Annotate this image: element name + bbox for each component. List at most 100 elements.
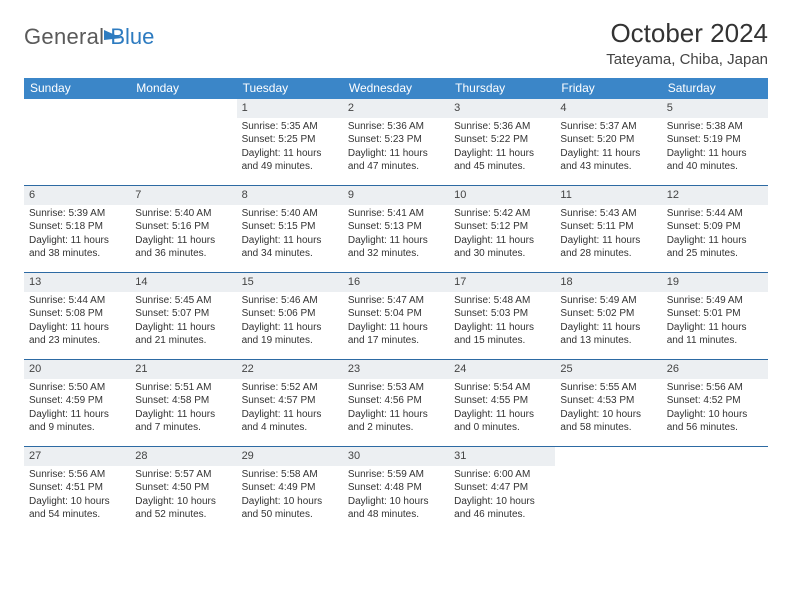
daylight-line: Daylight: 11 hours and 4 minutes. — [242, 408, 338, 435]
sunset-line: Sunset: 5:19 PM — [667, 133, 763, 147]
calendar-cell: 7Sunrise: 5:40 AMSunset: 5:16 PMDaylight… — [130, 186, 236, 272]
calendar-cell: 13Sunrise: 5:44 AMSunset: 5:08 PMDayligh… — [24, 273, 130, 359]
sunrise-line: Sunrise: 5:47 AM — [348, 294, 444, 308]
sunset-line: Sunset: 4:58 PM — [135, 394, 231, 408]
daylight-line: Daylight: 10 hours and 54 minutes. — [29, 495, 125, 522]
sunset-line: Sunset: 4:51 PM — [29, 481, 125, 495]
sunset-line: Sunset: 5:18 PM — [29, 220, 125, 234]
daylight-line: Daylight: 11 hours and 30 minutes. — [454, 234, 550, 261]
sunset-line: Sunset: 5:11 PM — [560, 220, 656, 234]
sunrise-line: Sunrise: 5:55 AM — [560, 381, 656, 395]
day-number: 27 — [24, 447, 130, 466]
sunrise-line: Sunrise: 5:59 AM — [348, 468, 444, 482]
daylight-line: Daylight: 11 hours and 49 minutes. — [242, 147, 338, 174]
sunrise-line: Sunrise: 5:50 AM — [29, 381, 125, 395]
daylight-line: Daylight: 11 hours and 0 minutes. — [454, 408, 550, 435]
calendar-week-row: 27Sunrise: 5:56 AMSunset: 4:51 PMDayligh… — [24, 447, 768, 533]
calendar-cell: 11Sunrise: 5:43 AMSunset: 5:11 PMDayligh… — [555, 186, 661, 272]
weekday-wednesday: Wednesday — [343, 78, 449, 99]
sunrise-line: Sunrise: 5:36 AM — [348, 120, 444, 134]
calendar-cell: 9Sunrise: 5:41 AMSunset: 5:13 PMDaylight… — [343, 186, 449, 272]
daylight-line: Daylight: 11 hours and 45 minutes. — [454, 147, 550, 174]
calendar-cell: 10Sunrise: 5:42 AMSunset: 5:12 PMDayligh… — [449, 186, 555, 272]
calendar-cell: 23Sunrise: 5:53 AMSunset: 4:56 PMDayligh… — [343, 360, 449, 446]
weekday-monday: Monday — [130, 78, 236, 99]
day-number: 3 — [449, 99, 555, 118]
sunrise-line: Sunrise: 5:46 AM — [242, 294, 338, 308]
daylight-line: Daylight: 10 hours and 46 minutes. — [454, 495, 550, 522]
sunrise-line: Sunrise: 5:49 AM — [560, 294, 656, 308]
sunrise-line: Sunrise: 5:37 AM — [560, 120, 656, 134]
calendar-cell: 27 Sunrise: 5:56 AMSunset: 4:51 PMDayligh… — [24, 447, 130, 533]
calendar-cell: 29Sunrise: 5:58 AMSunset: 4:49 PMDayligh… — [237, 447, 343, 533]
day-number: 5 — [662, 99, 768, 118]
sunrise-line: Sunrise: 5:54 AM — [454, 381, 550, 395]
sunset-line: Sunset: 4:57 PM — [242, 394, 338, 408]
daylight-line: Daylight: 11 hours and 7 minutes. — [135, 408, 231, 435]
calendar-cell: 4Sunrise: 5:37 AMSunset: 5:20 PMDaylight… — [555, 99, 661, 185]
sunset-line: Sunset: 4:56 PM — [348, 394, 444, 408]
sunset-line: Sunset: 4:48 PM — [348, 481, 444, 495]
daylight-line: Daylight: 11 hours and 40 minutes. — [667, 147, 763, 174]
calendar-cell: 19Sunrise: 5:49 AMSunset: 5:01 PMDayligh… — [662, 273, 768, 359]
sunset-line: Sunset: 5:25 PM — [242, 133, 338, 147]
sunrise-line: Sunrise: 5:35 AM — [242, 120, 338, 134]
calendar: Sunday Monday Tuesday Wednesday Thursday… — [24, 78, 768, 533]
calendar-cell: 12Sunrise: 5:44 AMSunset: 5:09 PMDayligh… — [662, 186, 768, 272]
daylight-line: Daylight: 10 hours and 48 minutes. — [348, 495, 444, 522]
sunrise-line: Sunrise: 5:45 AM — [135, 294, 231, 308]
sunset-line: Sunset: 4:55 PM — [454, 394, 550, 408]
location-subtitle: Tateyama, Chiba, Japan — [606, 51, 768, 68]
sunset-line: Sunset: 5:06 PM — [242, 307, 338, 321]
daylight-line: Daylight: 10 hours and 56 minutes. — [667, 408, 763, 435]
sunrise-line: Sunrise: 5:56 AM — [29, 468, 125, 482]
sunset-line: Sunset: 5:22 PM — [454, 133, 550, 147]
calendar-cell: 18Sunrise: 5:49 AMSunset: 5:02 PMDayligh… — [555, 273, 661, 359]
day-number: 22 — [237, 360, 343, 379]
daylight-line: Daylight: 11 hours and 11 minutes. — [667, 321, 763, 348]
brand-triangle-icon — [104, 28, 122, 40]
sunset-line: Sunset: 4:52 PM — [667, 394, 763, 408]
calendar-body: 1Sunrise: 5:35 AMSunset: 5:25 PMDaylight… — [24, 99, 768, 533]
day-number: 14 — [130, 273, 236, 292]
calendar-cell: 24Sunrise: 5:54 AMSunset: 4:55 PMDayligh… — [449, 360, 555, 446]
day-number: 15 — [237, 273, 343, 292]
day-number: 25 — [555, 360, 661, 379]
daylight-line: Daylight: 11 hours and 32 minutes. — [348, 234, 444, 261]
daylight-line: Daylight: 11 hours and 2 minutes. — [348, 408, 444, 435]
sunrise-line: Sunrise: 5:53 AM — [348, 381, 444, 395]
month-title: October 2024 — [606, 18, 768, 49]
calendar-cell: 22Sunrise: 5:52 AMSunset: 4:57 PMDayligh… — [237, 360, 343, 446]
sunrise-line: Sunrise: 5:40 AM — [242, 207, 338, 221]
day-number: 20 — [24, 360, 130, 379]
calendar-cell: 3Sunrise: 5:36 AMSunset: 5:22 PMDaylight… — [449, 99, 555, 185]
sunset-line: Sunset: 4:49 PM — [242, 481, 338, 495]
weekday-header-row: Sunday Monday Tuesday Wednesday Thursday… — [24, 78, 768, 99]
day-number: 21 — [130, 360, 236, 379]
day-number: 16 — [343, 273, 449, 292]
calendar-cell: 8Sunrise: 5:40 AMSunset: 5:15 PMDaylight… — [237, 186, 343, 272]
calendar-week-row: 1Sunrise: 5:35 AMSunset: 5:25 PMDaylight… — [24, 99, 768, 186]
sunrise-line: Sunrise: 5:58 AM — [242, 468, 338, 482]
daylight-line: Daylight: 11 hours and 15 minutes. — [454, 321, 550, 348]
brand-part1: General — [24, 24, 104, 50]
calendar-cell: 2Sunrise: 5:36 AMSunset: 5:23 PMDaylight… — [343, 99, 449, 185]
daylight-line: Daylight: 11 hours and 13 minutes. — [560, 321, 656, 348]
day-number: 30 — [343, 447, 449, 466]
sunset-line: Sunset: 4:47 PM — [454, 481, 550, 495]
day-number: 18 — [555, 273, 661, 292]
sunrise-line: Sunrise: 5:49 AM — [667, 294, 763, 308]
calendar-cell: 26Sunrise: 5:56 AMSunset: 4:52 PMDayligh… — [662, 360, 768, 446]
sunset-line: Sunset: 5:15 PM — [242, 220, 338, 234]
weekday-sunday: Sunday — [24, 78, 130, 99]
daylight-line: Daylight: 10 hours and 52 minutes. — [135, 495, 231, 522]
day-number: 31 — [449, 447, 555, 466]
sunset-line: Sunset: 4:59 PM — [29, 394, 125, 408]
daylight-line: Daylight: 11 hours and 34 minutes. — [242, 234, 338, 261]
daylight-line: Daylight: 11 hours and 47 minutes. — [348, 147, 444, 174]
sunrise-line: Sunrise: 6:00 AM — [454, 468, 550, 482]
calendar-week-row: 13Sunrise: 5:44 AMSunset: 5:08 PMDayligh… — [24, 273, 768, 360]
sunrise-line: Sunrise: 5:57 AM — [135, 468, 231, 482]
sunrise-line: Sunrise: 5:42 AM — [454, 207, 550, 221]
brand-logo: General Blue — [24, 18, 154, 50]
